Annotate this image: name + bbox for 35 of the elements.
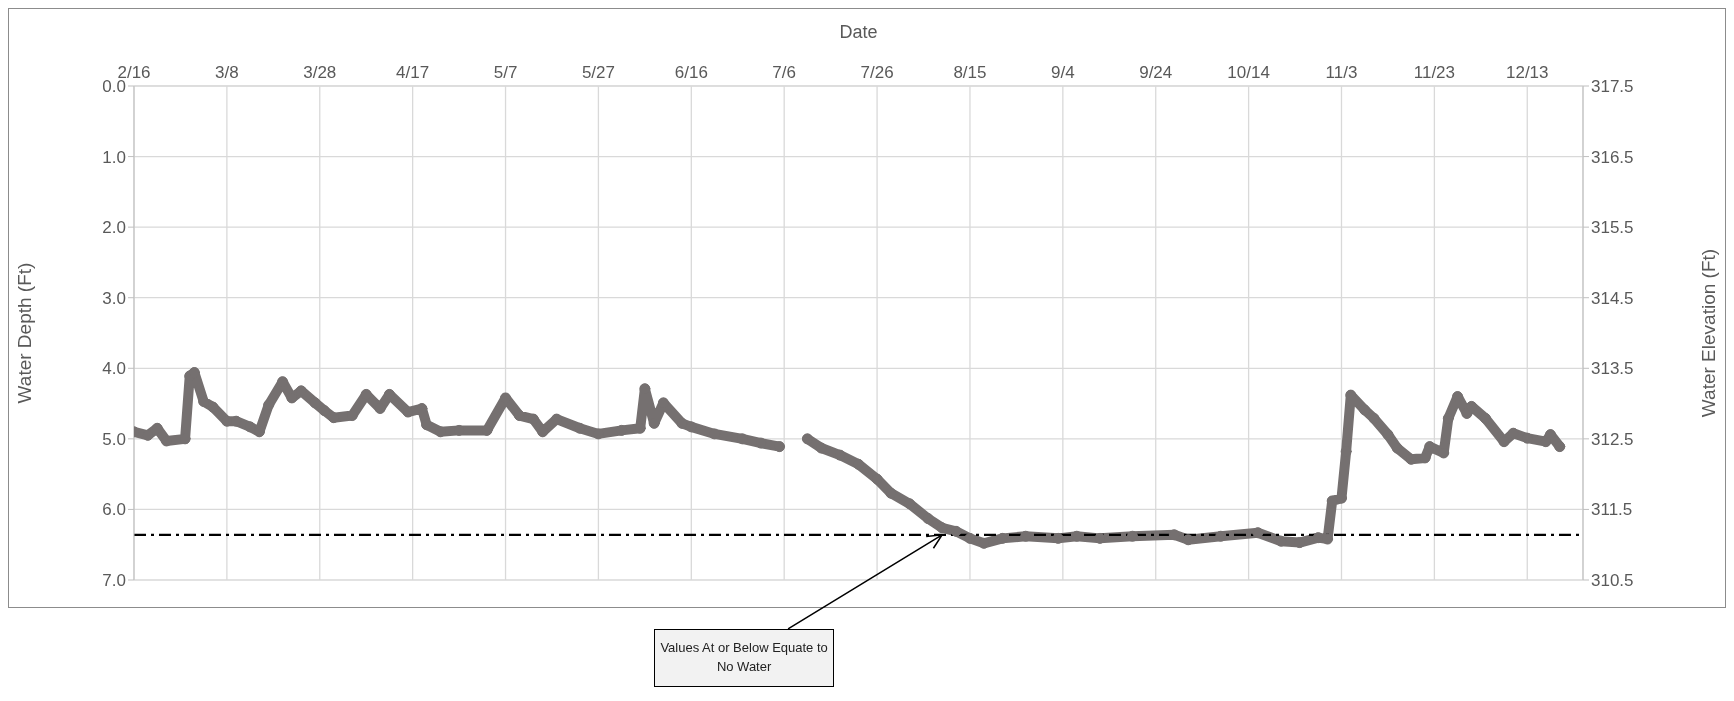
y-tick-label: 3.0	[102, 288, 126, 308]
x-tick-label: 10/14	[1227, 63, 1270, 82]
y2-tick-label: 311.5	[1591, 500, 1633, 520]
y-tick-label: 6.0	[102, 500, 126, 520]
x-tick-label: 9/4	[1051, 63, 1075, 82]
x-tick-label: 6/16	[674, 63, 708, 82]
x-tick-label: 5/27	[581, 63, 615, 82]
y-tick-label: 0.0	[102, 77, 126, 97]
y-tick-label: 5.0	[102, 429, 126, 449]
y-tick-label: 4.0	[102, 359, 126, 379]
x-tick-label: 12/13	[1506, 63, 1549, 82]
y2-tick-label: 312.5	[1591, 429, 1634, 449]
y2-tick-label: 313.5	[1591, 359, 1634, 379]
x-tick-label: 7/26	[860, 63, 894, 82]
y-axis-title: Water Depth (Ft)	[13, 262, 35, 404]
x-tick-label: 9/24	[1139, 63, 1173, 82]
x-tick-label: 4/17	[396, 63, 430, 82]
x-tick-label: 11/3	[1325, 63, 1358, 82]
annotation: Values At or Below Equate to No Water	[654, 628, 835, 687]
y2-tick-label: 316.5	[1591, 147, 1634, 167]
y2-tick-label: 317.5	[1591, 77, 1634, 97]
y2-axis-title: Water Elevation (Ft)	[1697, 248, 1719, 418]
y-tick-label: 1.0	[102, 147, 126, 167]
x-axis-title: Date	[839, 22, 878, 42]
y2-tick-label: 315.5	[1591, 218, 1634, 238]
x-tick-label: 3/8	[215, 63, 239, 82]
y2-tick-label: 314.5	[1591, 288, 1634, 308]
x-tick-label: 5/7	[493, 63, 518, 82]
y2-tick-label: 310.5	[1591, 571, 1634, 591]
y-tick-label: 7.0	[102, 571, 126, 591]
x-tick-label: 7/6	[772, 63, 797, 82]
x-tick-label: 3/28	[303, 63, 337, 82]
x-tick-label: 8/15	[953, 63, 987, 82]
y-tick-label: 2.0	[102, 218, 126, 238]
x-tick-label: 11/23	[1413, 63, 1456, 82]
